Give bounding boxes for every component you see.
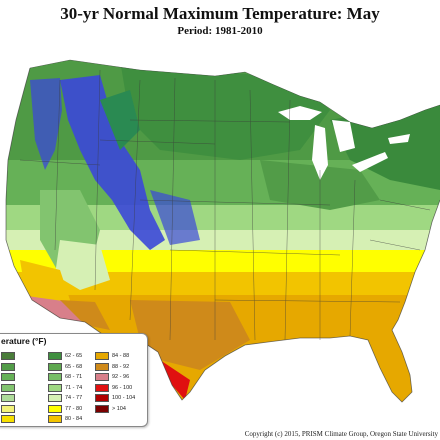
lake-huron <box>332 120 355 152</box>
legend-swatch <box>1 383 15 392</box>
lake-erie <box>352 152 388 172</box>
copyright-notice: Copyright (c) 2015, PRISM Climate Group,… <box>244 430 438 438</box>
legend-item <box>1 351 45 362</box>
legend-item: 92 - 96 <box>95 372 139 383</box>
legend-swatch <box>95 394 109 403</box>
desert-hot-zone <box>20 295 85 322</box>
legend-swatch <box>1 394 15 403</box>
legend-swatch <box>48 362 62 371</box>
legend-item: 84 - 88 <box>95 351 139 362</box>
legend-swatch <box>1 415 15 424</box>
legend-item: 74 - 77 <box>48 393 92 404</box>
legend-swatch <box>1 373 15 382</box>
legend-swatch <box>48 383 62 392</box>
lake-ontario <box>388 134 410 144</box>
legend-swatch <box>48 404 62 413</box>
legend-item: 100 - 104 <box>95 393 139 404</box>
legend-swatch <box>48 373 62 382</box>
legend-item <box>1 414 45 425</box>
legend-item: 62 - 65 <box>48 351 92 362</box>
map-title: 30-yr Normal Maximum Temperature: May <box>60 4 380 23</box>
legend-item <box>1 383 45 394</box>
legend-title: erature (°F) <box>1 336 47 346</box>
legend-swatch <box>1 362 15 371</box>
legend-item <box>1 372 45 383</box>
legend-swatch <box>95 362 109 371</box>
legend-swatch <box>95 383 109 392</box>
legend-item: 71 - 74 <box>48 383 92 394</box>
legend-item: 88 - 92 <box>95 362 139 373</box>
legend-item: 65 - 68 <box>48 362 92 373</box>
legend-item <box>1 393 45 404</box>
legend-swatch <box>1 404 15 413</box>
legend-item <box>1 404 45 415</box>
legend-item: > 104 <box>95 404 139 415</box>
legend-item: 68 - 71 <box>48 372 92 383</box>
lake-superior <box>278 106 322 120</box>
temperature-legend: erature (°F) 62 - 65 84 - 88 65 - 68 88 … <box>0 333 148 427</box>
legend-swatch <box>1 352 15 361</box>
legend-grid: 62 - 65 84 - 88 65 - 68 88 - 92 68 - 71 … <box>1 351 139 425</box>
legend-item: 96 - 100 <box>95 383 139 394</box>
legend-item: 77 - 80 <box>48 404 92 415</box>
rocky-mountains-cool <box>60 75 165 250</box>
legend-item <box>1 362 45 373</box>
legend-swatch <box>48 394 62 403</box>
legend-swatch <box>95 373 109 382</box>
legend-swatch <box>48 352 62 361</box>
legend-item: 80 - 84 <box>48 414 92 425</box>
legend-swatch <box>95 352 109 361</box>
legend-swatch <box>48 415 62 424</box>
lake-michigan <box>312 125 328 180</box>
legend-swatch <box>95 404 109 413</box>
map-subtitle: Period: 1981-2010 <box>177 25 263 37</box>
